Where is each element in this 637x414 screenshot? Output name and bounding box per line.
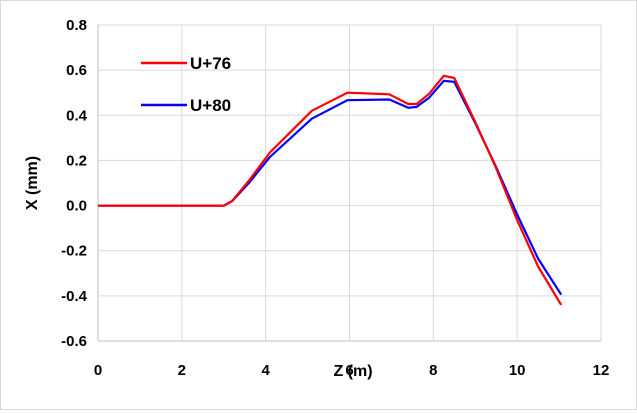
x-tick-label: 6: [345, 362, 353, 379]
axes: [97, 25, 601, 342]
x-tick-label: 4: [261, 362, 270, 379]
y-tick-label: -0.6: [61, 333, 87, 350]
legend-label-u-80: U+80: [190, 96, 231, 115]
y-tick-label: -0.2: [61, 243, 87, 260]
y-axis-label: X (mm): [24, 156, 41, 210]
series-line-u-80: [98, 79, 563, 296]
y-tick-label: 0.2: [66, 152, 87, 169]
tick-labels: -0.6 -0.4 -0.2 0.0 0.2 0.4 0.6 0.8 0 2 4 6 8 10 12: [61, 17, 609, 379]
y-tick-label: 0.0: [66, 198, 87, 215]
x-tick-label: 10: [509, 362, 526, 379]
x-tick-label: 12: [593, 362, 610, 379]
series-line-u-76: [98, 74, 563, 306]
gridlines: [97, 24, 602, 342]
legend: U+76 U+80: [141, 54, 231, 115]
y-tick-label: 0.6: [66, 62, 87, 79]
y-tick-label: 0.8: [66, 17, 87, 34]
x-axis-label: Z (m): [333, 363, 372, 380]
x-tick-label: 0: [94, 362, 102, 379]
y-tick-label: -0.4: [61, 288, 88, 305]
y-tick-label: 0.4: [66, 107, 88, 124]
x-tick-label: 8: [429, 362, 437, 379]
x-tick-label: 2: [178, 362, 186, 379]
data-series: [98, 74, 563, 306]
legend-label-u-76: U+76: [190, 54, 231, 73]
